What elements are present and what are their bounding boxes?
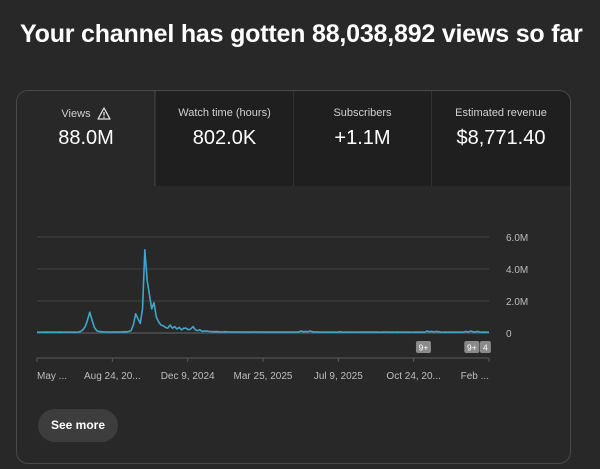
x-tick-label: Jul 9, 2025 xyxy=(314,371,363,382)
badge-box xyxy=(479,341,491,353)
badge-box xyxy=(464,341,480,353)
badge-label: 9+ xyxy=(419,343,429,353)
x-tick-label: May ... xyxy=(37,371,67,382)
tab-estimated-revenue[interactable]: Estimated revenue $8,771.40 xyxy=(431,91,570,186)
badge-label: 9+ xyxy=(467,343,477,353)
overview-card: Views 88.0M Watch time (hours) 802.0K S xyxy=(16,90,571,464)
warning-icon[interactable] xyxy=(96,107,111,120)
see-more-button[interactable]: See more xyxy=(38,409,118,442)
y-tick-label: 2.0M xyxy=(506,297,528,308)
annotation-badge[interactable]: 9+ xyxy=(464,341,480,353)
metric-label-views: Views xyxy=(61,107,91,120)
metric-value-views: 88.0M xyxy=(58,127,114,149)
annotation-badge[interactable]: 4 xyxy=(479,341,491,353)
x-tick-label: Aug 24, 20... xyxy=(84,371,141,382)
y-tick-label: 4.0M xyxy=(506,265,528,276)
y-tick-label: 0 xyxy=(506,329,512,340)
x-tick-label: Mar 25, 2025 xyxy=(234,371,293,382)
metric-value-revenue: $8,771.40 xyxy=(456,127,546,149)
annotation-badge[interactable]: 9+ xyxy=(415,341,431,353)
metric-label-revenue: Estimated revenue xyxy=(455,107,547,119)
x-tick-label: Oct 24, 20... xyxy=(386,371,440,382)
metric-value-subscribers: +1.1M xyxy=(334,127,391,149)
badge-box xyxy=(415,341,431,353)
x-tick-label: Feb ... xyxy=(461,371,489,382)
views-line-chart[interactable]: 0 2.0M 4.0M 6.0M 9+ 9+ 4 May ... Aug 24, 20... De… xyxy=(17,221,570,391)
metric-label-watch-time: Watch time (hours) xyxy=(178,107,271,119)
badge-label: 4 xyxy=(483,343,488,353)
y-tick-label: 6.0M xyxy=(506,233,528,244)
tab-views[interactable]: Views 88.0M xyxy=(17,91,155,186)
metric-value-watch-time: 802.0K xyxy=(192,127,257,149)
tab-watch-time[interactable]: Watch time (hours) 802.0K xyxy=(155,91,293,186)
x-tick-label: Dec 9, 2024 xyxy=(161,371,215,382)
page-title: Your channel has gotten 88,038,892 views… xyxy=(20,20,583,48)
tab-subscribers[interactable]: Subscribers +1.1M xyxy=(293,91,431,186)
metric-label-subscribers: Subscribers xyxy=(333,107,392,119)
metric-tabs: Views 88.0M Watch time (hours) 802.0K S xyxy=(17,91,570,186)
series-line-views xyxy=(37,248,489,333)
